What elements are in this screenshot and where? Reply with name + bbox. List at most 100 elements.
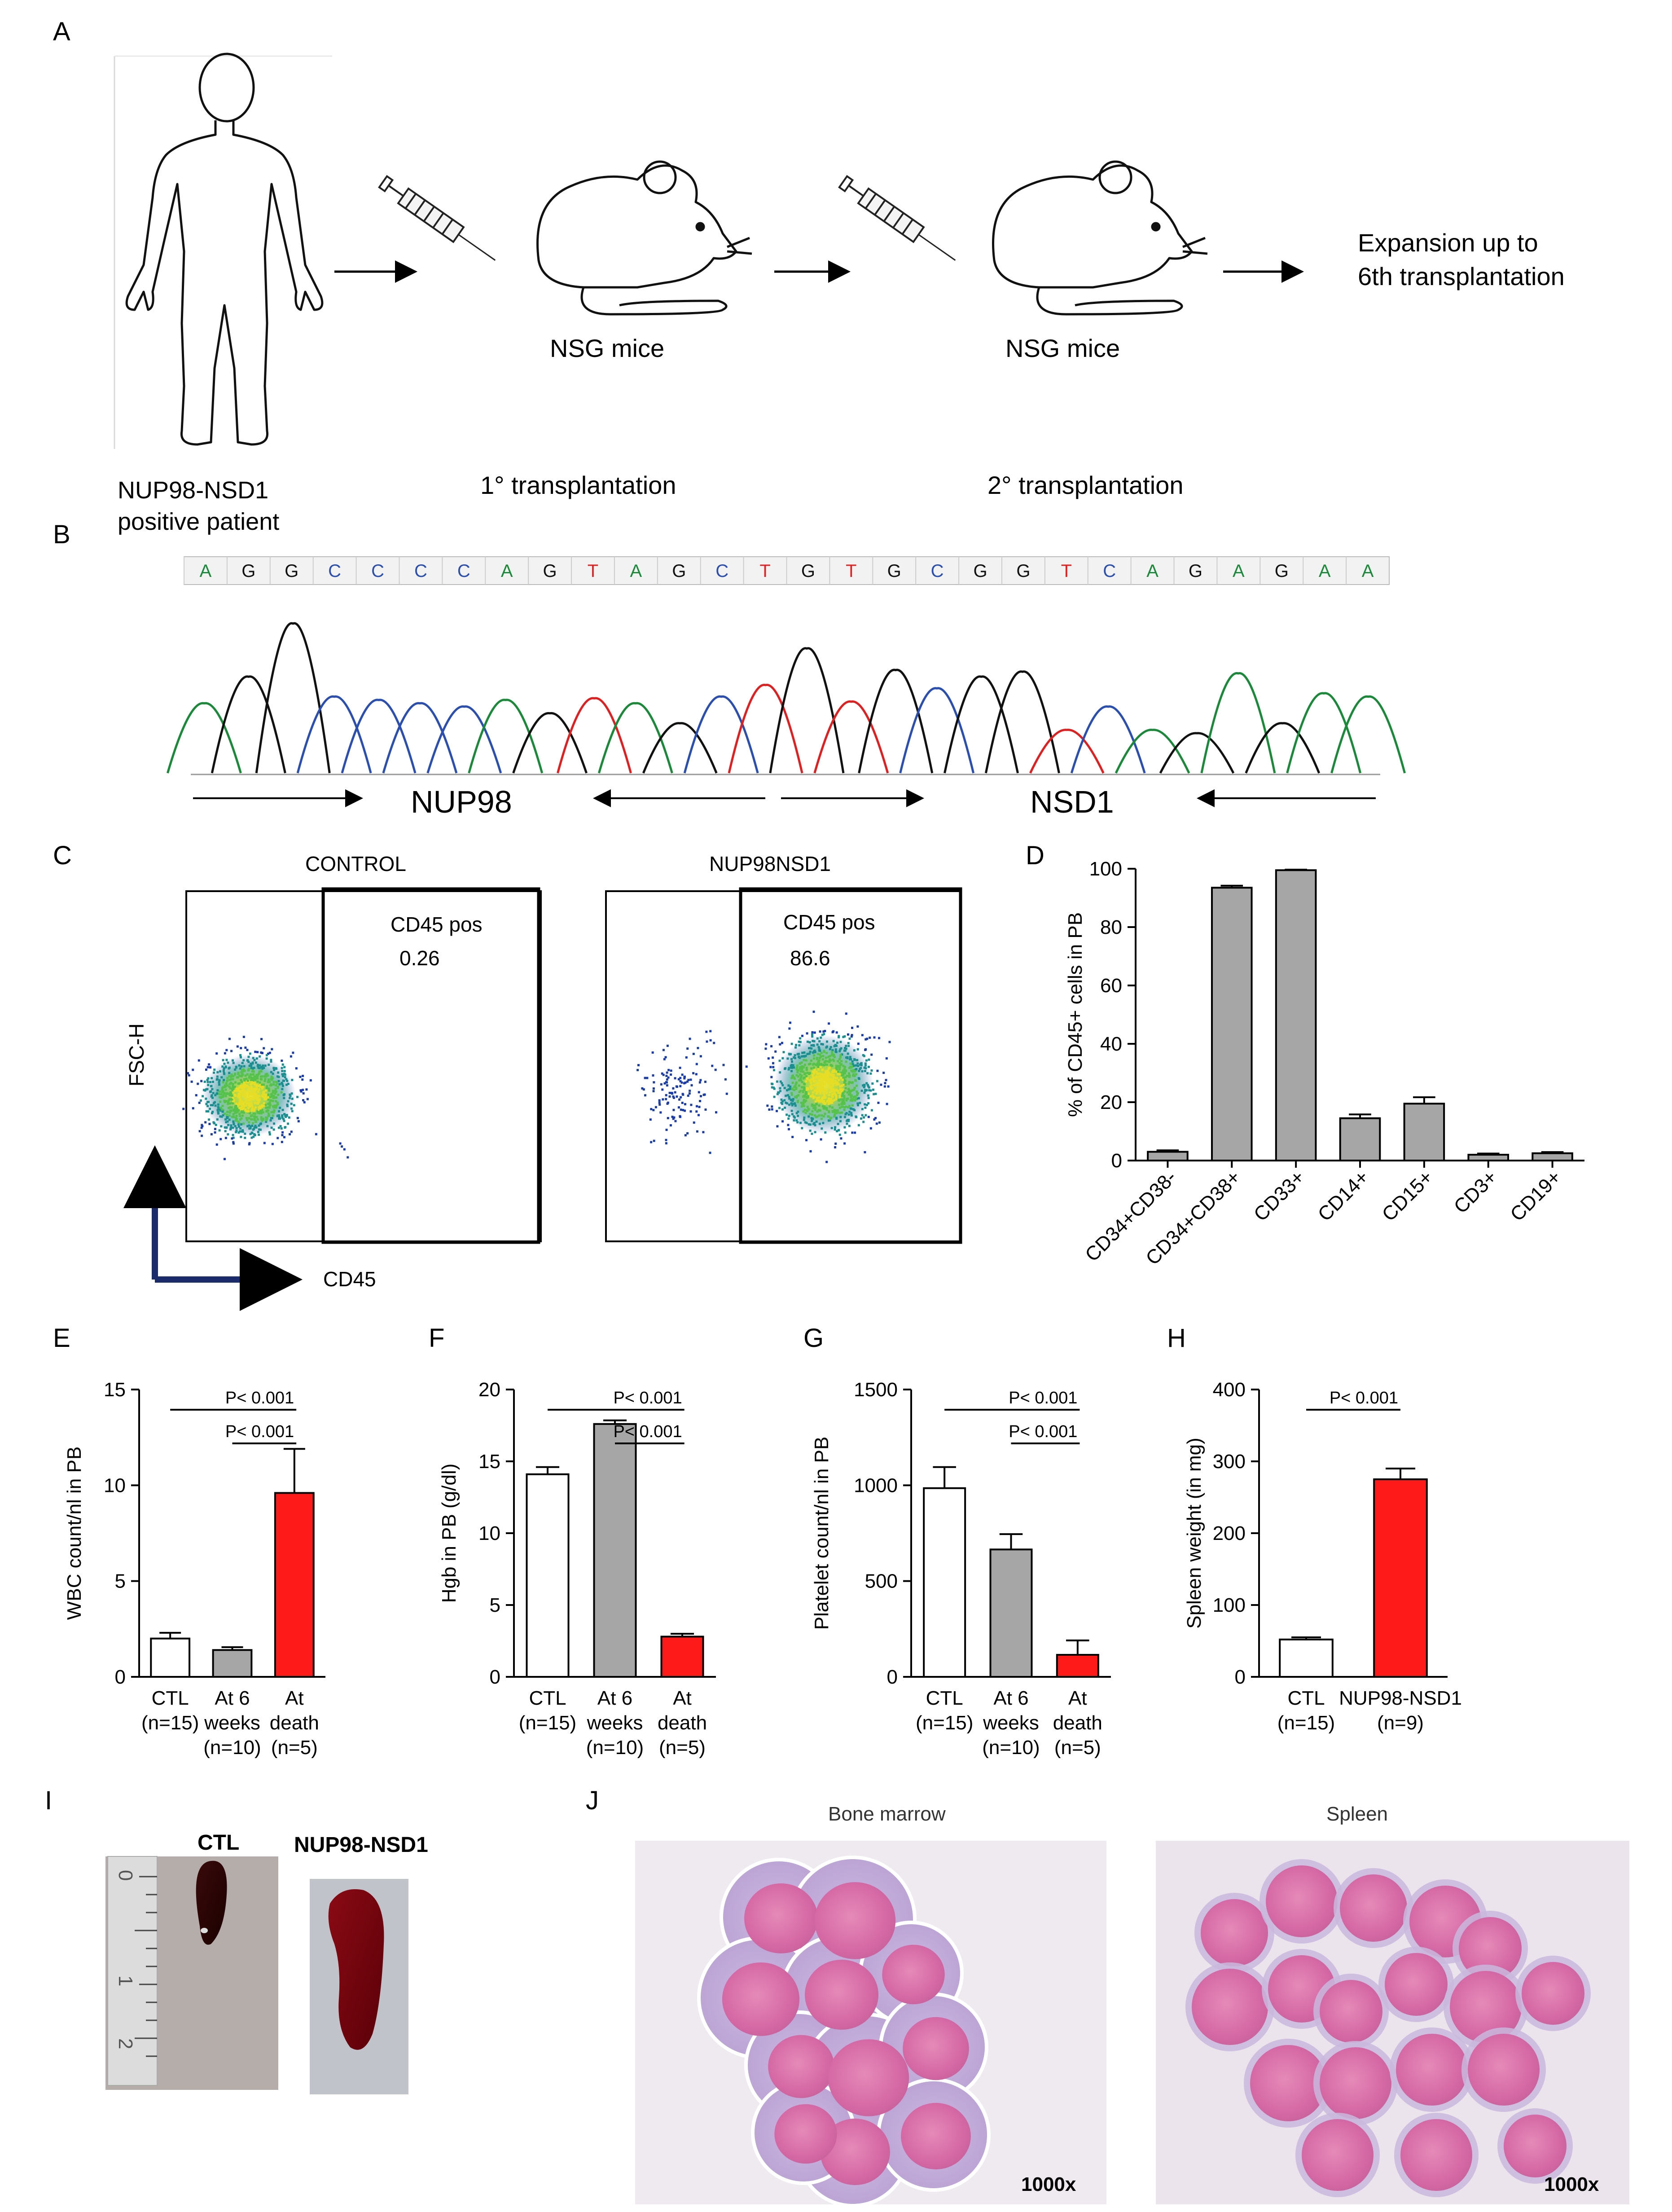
x-tick-label: CTL [926,1687,963,1709]
bar [1403,1103,1445,1161]
panel-letter-h: H [1167,1324,1186,1353]
fsc-axis-label: FSC-H [125,1023,148,1086]
x-tick-label: (n=10) [586,1737,644,1759]
sequence-base: C [931,561,944,581]
chart-g: 0 500 1000 1500 Platelet count/nl in PB CTL (n… [811,1379,1111,1759]
x-tick-label: (n=9) [1377,1712,1424,1734]
micrograph-title-bone-marrow: Bone marrow [828,1803,946,1825]
chromatogram-peak [1286,692,1362,774]
gate-value-control: 0.26 [399,946,440,970]
chromatogram-peak [984,670,1060,774]
sequence-base: G [973,561,987,581]
significance-label: P< 0.001 [613,1422,682,1441]
chromatogram-peak [426,705,502,774]
sequence-base: T [846,561,856,581]
cell-nucleus [1250,2045,1326,2121]
sequence-base: G [887,561,901,581]
x-tick-label: CD33+ [1250,1166,1309,1225]
y-tick-label: 0 [1235,1666,1246,1688]
y-tick-label: 15 [478,1451,500,1473]
bar [593,1423,637,1678]
bar [1467,1154,1509,1161]
y-tick-label: 40 [1100,1033,1122,1055]
y-tick-label: 10 [478,1522,500,1544]
y-tick-label: 1000 [854,1474,898,1496]
panel-letter-b: B [53,520,70,549]
cell-nucleus [1320,1980,1382,2043]
panel-letter-a: A [53,17,70,46]
cell-nucleus [1396,2034,1468,2106]
cell-nucleus [1385,1953,1448,2016]
x-tick-label: weeks [587,1712,643,1734]
x-tick-label: (n=10) [203,1737,261,1759]
cell-nucleus [1468,2034,1540,2106]
cell-nucleus [1192,1969,1268,2045]
bar [1279,1638,1334,1678]
chromatogram-peak [296,695,372,774]
cd45-axis-label: CD45 [323,1267,376,1291]
x-tick-label: (n=15) [916,1712,973,1734]
x-tick-label: CD19+ [1506,1166,1565,1225]
micrograph-title-spleen: Spleen [1326,1803,1388,1825]
cell-nucleus [820,2118,890,2186]
bone-marrow-cells [697,1856,991,2208]
bar [526,1473,570,1678]
cell-nucleus [882,1944,945,2005]
x-tick-label: death [1053,1712,1102,1734]
significance-label: P< 0.001 [613,1389,682,1407]
x-tick-label: death [658,1712,707,1734]
cell-nucleus [814,1882,896,1959]
significance-label: P< 0.001 [225,1389,294,1407]
bar [150,1637,191,1678]
cell-nucleus [768,2035,834,2098]
cell-nucleus [1522,1962,1584,2025]
chromatogram-peak [468,699,544,774]
sequence-base: A [501,561,513,581]
flow-title-nup98nsd1: NUP98NSD1 [709,852,831,875]
x-tick-label: death [270,1712,319,1734]
chromatogram-peak [858,668,934,774]
ruler-number-1: 1 [114,1975,136,1986]
chromatogram-trace [167,622,1406,774]
sequence-base: C [457,561,470,581]
sequence-base: A [1319,561,1331,581]
panel-letter-j: J [586,1786,599,1815]
bar [923,1487,966,1678]
cell-nucleus [1400,2119,1472,2191]
cell-nucleus [828,2039,909,2116]
y-tick-label: 60 [1100,975,1122,997]
x-tick-label: CTL [529,1687,566,1709]
y-tick-label: 500 [865,1570,898,1592]
spleen-ctl-image [196,1860,227,1945]
flow-title-control: CONTROL [305,852,406,875]
bar [274,1492,315,1678]
chromatogram-peak [255,622,331,774]
chromatogram-peak [813,700,889,774]
chromatogram-peak [1245,722,1321,774]
bar [989,1548,1033,1678]
mouse-icon-2 [992,160,1208,316]
sequence-base: A [1362,561,1374,581]
chromatogram-peak [512,712,588,774]
x-tick-label: (n=5) [271,1737,318,1759]
x-tick-label: CD3+ [1450,1166,1501,1218]
sequence-base: G [1016,561,1030,581]
magnification-spleen: 1000x [1544,2173,1599,2195]
cell-nucleus [901,2102,971,2170]
x-tick-label: weeks [983,1712,1039,1734]
y-axis-label: WBC count/nl in PB [63,1447,85,1620]
sequence-base: G [801,561,815,581]
y-tick-label: 10 [104,1474,126,1496]
spleen-ctl-label: CTL [197,1831,239,1855]
flow-dots-nup98nsd1 [636,1011,891,1163]
chromatogram-peak [382,702,458,774]
sequence-base: G [543,561,557,581]
significance-label: P< 0.001 [225,1422,294,1441]
bar [212,1649,253,1678]
cell-nucleus [722,1962,800,2036]
panel-b: A G G C C C C A G T A G C T G T G C G G T C A G A G A A NUP98 NSD1 [167,556,1406,819]
spleen-nup98nsd1-label: NUP98-NSD1 [294,1833,428,1857]
x-tick-label: NUP98-NSD1 [1339,1687,1462,1709]
y-tick-label: 20 [1100,1091,1122,1113]
x-tick-label: CD15+ [1378,1166,1437,1225]
